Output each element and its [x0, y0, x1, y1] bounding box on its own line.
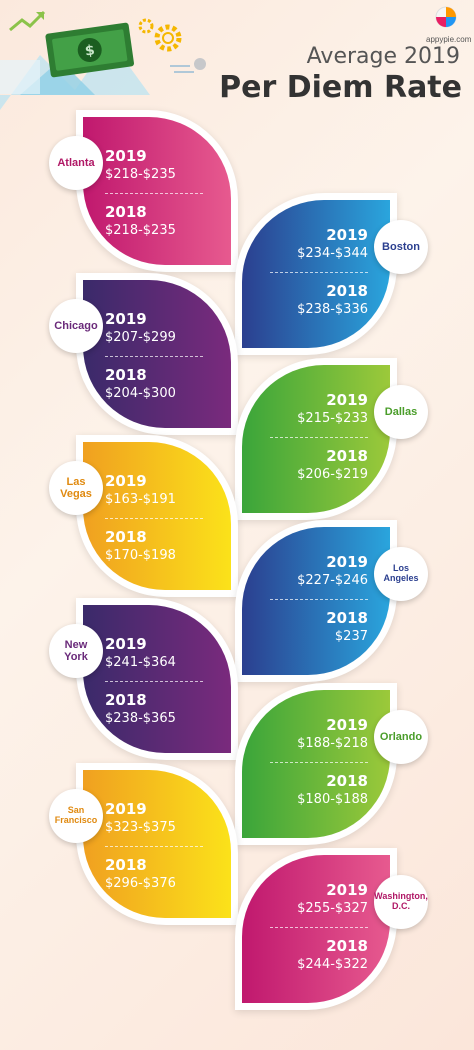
- year-2018-label: 2018: [105, 366, 147, 384]
- city-name-badge: Dallas: [374, 385, 428, 439]
- year-2019-label: 2019: [326, 716, 368, 734]
- city-name-badge: Los Angeles: [374, 547, 428, 601]
- rate-2019: $163-$191: [105, 492, 176, 507]
- city-name: Orlando: [379, 730, 423, 743]
- city-card-body: 2019 $323-$375 2018 $296-$376: [83, 770, 231, 918]
- city-card: 2019 $234-$344 2018 $238-$336: [235, 193, 397, 355]
- year-2018-label: 2018: [105, 528, 147, 546]
- divider: [270, 762, 368, 763]
- year-2018-label: 2018: [105, 691, 147, 709]
- city-name-badge: Washington, D.C.: [374, 875, 428, 929]
- divider: [270, 272, 368, 273]
- rate-2018: $244-$322: [297, 957, 368, 972]
- page-title: Per Diem Rate: [219, 70, 462, 105]
- city-card: 2019 $241-$364 2018 $238-$365: [76, 598, 238, 760]
- city-card-body: 2019 $255-$327 2018 $244-$322: [242, 855, 390, 1003]
- svg-text:$: $: [84, 42, 96, 59]
- divider: [105, 681, 203, 682]
- divider: [270, 927, 368, 928]
- city-name: Washington, D.C.: [374, 891, 428, 911]
- header: $ appypie.com Average 2019 Per Diem Rate: [0, 0, 474, 110]
- title-line-1: Average 2019: [306, 44, 460, 69]
- rate-2019: $188-$218: [297, 736, 368, 751]
- divider: [270, 437, 368, 438]
- city-card: 2019 $163-$191 2018 $170-$198: [76, 435, 238, 597]
- city-card-body: 2019 $234-$344 2018 $238-$336: [242, 200, 390, 348]
- city-card: 2019 $255-$327 2018 $244-$322: [235, 848, 397, 1010]
- rate-2019: $207-$299: [105, 330, 176, 345]
- rate-2018: $237: [334, 629, 368, 644]
- city-card: 2019 $227-$246 2018 $237: [235, 520, 397, 682]
- city-card: 2019 $215-$233 2018 $206-$219: [235, 358, 397, 520]
- rate-2019: $218-$235: [105, 167, 176, 182]
- rate-2019: $227-$246: [297, 573, 368, 588]
- city-name: Los Angeles: [383, 563, 419, 583]
- year-2019-label: 2019: [105, 800, 147, 818]
- city-name: Chicago: [54, 319, 98, 332]
- rate-2019: $215-$233: [297, 411, 368, 426]
- city-name: Atlanta: [57, 156, 95, 169]
- city-name-badge: San Francisco: [49, 789, 103, 843]
- city-card-body: 2019 $218-$235 2018 $218-$235: [83, 117, 231, 265]
- rate-2019: $323-$375: [105, 820, 176, 835]
- rate-2019: $234-$344: [297, 246, 368, 261]
- rate-2018: $238-$336: [297, 302, 368, 317]
- city-card-body: 2019 $215-$233 2018 $206-$219: [242, 365, 390, 513]
- city-name-badge: Las Vegas: [49, 461, 103, 515]
- year-2019-label: 2019: [326, 553, 368, 571]
- divider: [270, 599, 368, 600]
- city-name-badge: Boston: [374, 220, 428, 274]
- city-name: Dallas: [384, 405, 418, 418]
- year-2018-label: 2018: [326, 937, 368, 955]
- year-2018-label: 2018: [105, 856, 147, 874]
- city-name: New York: [64, 638, 88, 663]
- year-2018-label: 2018: [326, 447, 368, 465]
- year-2018-label: 2018: [326, 772, 368, 790]
- city-card: 2019 $323-$375 2018 $296-$376: [76, 763, 238, 925]
- rate-2018: $170-$198: [105, 548, 176, 563]
- city-name: Las Vegas: [60, 475, 92, 500]
- city-name-badge: Chicago: [49, 299, 103, 353]
- year-2019-label: 2019: [105, 635, 147, 653]
- brand-text: appypie.com: [426, 35, 472, 44]
- divider: [105, 846, 203, 847]
- year-2018-label: 2018: [326, 609, 368, 627]
- rate-2018: $238-$365: [105, 711, 176, 726]
- year-2019-label: 2019: [105, 147, 147, 165]
- city-name: San Francisco: [54, 805, 98, 825]
- city-card-body: 2019 $188-$218 2018 $180-$188: [242, 690, 390, 838]
- rate-2018: $206-$219: [297, 467, 368, 482]
- rate-2018: $218-$235: [105, 223, 176, 238]
- rate-2018: $296-$376: [105, 876, 176, 891]
- rate-2019: $255-$327: [297, 901, 368, 916]
- city-card-body: 2019 $163-$191 2018 $170-$198: [83, 442, 231, 590]
- city-card-body: 2019 $207-$299 2018 $204-$300: [83, 280, 231, 428]
- brand-logo: appypie.com: [426, 6, 472, 44]
- year-2019-label: 2019: [105, 472, 147, 490]
- rate-2018: $180-$188: [297, 792, 368, 807]
- city-card: 2019 $188-$218 2018 $180-$188: [235, 683, 397, 845]
- year-2019-label: 2019: [326, 881, 368, 899]
- year-2018-label: 2018: [326, 282, 368, 300]
- year-2019-label: 2019: [105, 310, 147, 328]
- divider: [105, 518, 203, 519]
- year-2018-label: 2018: [105, 203, 147, 221]
- city-card-body: 2019 $227-$246 2018 $237: [242, 527, 390, 675]
- rate-2019: $241-$364: [105, 655, 176, 670]
- city-name-badge: Orlando: [374, 710, 428, 764]
- city-card: 2019 $207-$299 2018 $204-$300: [76, 273, 238, 435]
- year-2019-label: 2019: [326, 391, 368, 409]
- city-name-badge: Atlanta: [49, 136, 103, 190]
- city-card: 2019 $218-$235 2018 $218-$235: [76, 110, 238, 272]
- appypie-logo-icon: [435, 6, 457, 28]
- divider: [105, 193, 203, 194]
- city-name: Boston: [382, 240, 420, 253]
- city-card-body: 2019 $241-$364 2018 $238-$365: [83, 605, 231, 753]
- divider: [105, 356, 203, 357]
- year-2019-label: 2019: [326, 226, 368, 244]
- money-illustration-icon: $: [0, 10, 206, 110]
- rate-2018: $204-$300: [105, 386, 176, 401]
- city-name-badge: New York: [49, 624, 103, 678]
